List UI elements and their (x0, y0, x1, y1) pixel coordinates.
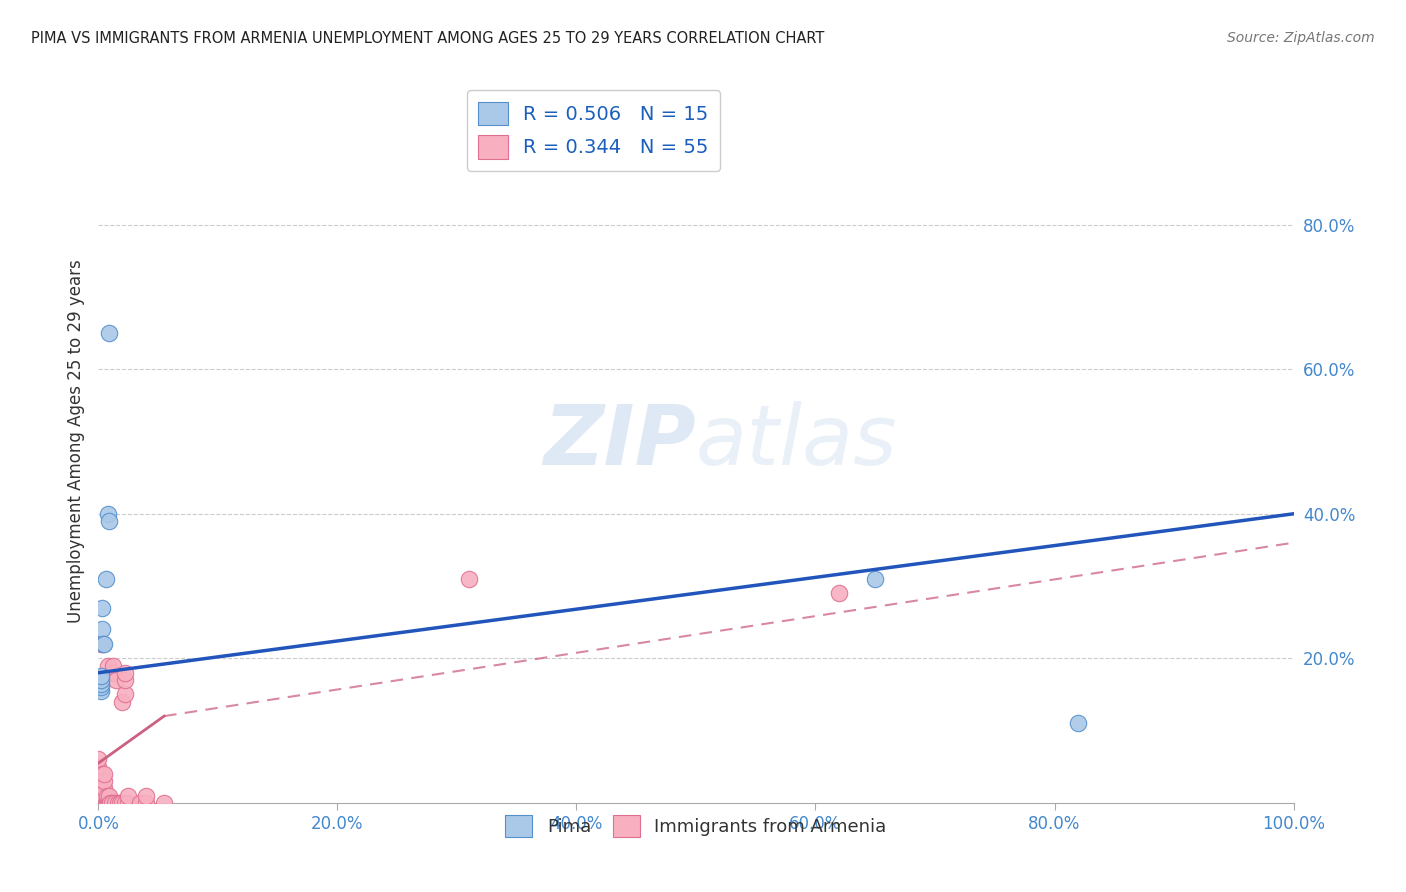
Point (91, 789, 114, 803)
Point (87, 796, 110, 810)
Point (90, 680, 112, 694)
Point (458, 572, 481, 586)
Point (87, 789, 110, 803)
Point (90, 781, 112, 796)
Point (89, 796, 111, 810)
Point (93, 767, 115, 781)
Point (93, 774, 115, 789)
Point (90, 683, 112, 698)
Point (89, 781, 111, 796)
Point (114, 796, 136, 810)
Point (135, 796, 157, 810)
Point (90, 676, 112, 690)
Point (100, 796, 122, 810)
Point (1067, 716, 1090, 731)
Point (107, 796, 129, 810)
Point (104, 796, 127, 810)
Point (98, 796, 122, 810)
Point (91, 637, 114, 651)
Point (117, 789, 139, 803)
Point (87, 760, 110, 774)
Point (94, 572, 117, 586)
Point (135, 789, 157, 803)
Point (101, 665, 124, 680)
Point (91, 600, 114, 615)
Point (90, 789, 112, 803)
Text: Source: ZipAtlas.com: Source: ZipAtlas.com (1227, 31, 1375, 45)
Point (87, 767, 110, 781)
Y-axis label: Unemployment Among Ages 25 to 29 years: Unemployment Among Ages 25 to 29 years (66, 260, 84, 624)
Point (90, 673, 112, 687)
Point (91, 623, 114, 637)
Point (98, 796, 121, 810)
Point (865, 572, 887, 586)
Point (97, 658, 120, 673)
Point (97, 507, 120, 521)
Legend: Pima, Immigrants from Armenia: Pima, Immigrants from Armenia (498, 808, 894, 845)
Point (108, 796, 131, 810)
Point (87, 752, 110, 766)
Point (94, 796, 117, 810)
Text: PIMA VS IMMIGRANTS FROM ARMENIA UNEMPLOYMENT AMONG AGES 25 TO 29 YEARS CORRELATI: PIMA VS IMMIGRANTS FROM ARMENIA UNEMPLOY… (31, 31, 824, 46)
Point (111, 796, 134, 810)
Point (91, 774, 114, 789)
Point (93, 781, 115, 796)
Point (90, 669, 112, 683)
Point (91, 781, 114, 796)
Point (87, 781, 110, 796)
Point (98, 789, 121, 803)
Point (93, 796, 115, 810)
Point (93, 637, 115, 651)
Point (90, 796, 112, 810)
Point (96, 796, 118, 810)
Point (89, 774, 111, 789)
Point (105, 673, 128, 687)
Point (91, 796, 114, 810)
Point (828, 586, 851, 600)
Point (93, 789, 115, 803)
Point (114, 665, 136, 680)
Point (90, 637, 112, 651)
Point (97, 796, 120, 810)
Text: ZIP: ZIP (543, 401, 696, 482)
Point (114, 687, 136, 701)
Point (153, 796, 176, 810)
Point (129, 796, 152, 810)
Point (91, 767, 114, 781)
Point (101, 658, 124, 673)
Point (91, 796, 114, 810)
Point (87, 774, 110, 789)
Point (96, 789, 118, 803)
Point (98, 514, 121, 528)
Point (114, 673, 136, 687)
Point (98, 326, 121, 340)
Point (111, 695, 134, 709)
Text: atlas: atlas (696, 401, 897, 482)
Point (89, 789, 111, 803)
Point (117, 796, 139, 810)
